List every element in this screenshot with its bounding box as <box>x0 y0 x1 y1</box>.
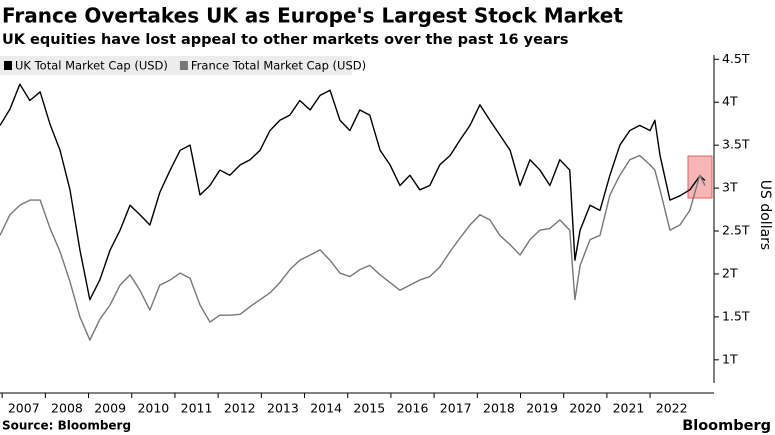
y-tick-label: 4T <box>722 94 738 109</box>
logo: Bloomberg <box>682 418 771 434</box>
y-tick-label: 2.5T <box>722 223 750 238</box>
series-line <box>0 154 706 341</box>
legend-label: UK Total Market Cap (USD) <box>15 59 168 73</box>
x-tick-label: 2017 <box>440 401 472 416</box>
y-tick-label: 3.5T <box>722 137 750 152</box>
x-tick-label: 2015 <box>353 401 385 416</box>
legend-swatch <box>4 61 12 70</box>
y-tick-label: 4.5T <box>722 51 750 66</box>
x-tick-label: 2010 <box>137 401 169 416</box>
legend-background <box>0 56 352 75</box>
x-tick-label: 2020 <box>569 401 601 416</box>
y-tick-label: 3T <box>722 180 738 195</box>
x-tick-label: 2013 <box>267 401 299 416</box>
x-tick-label: 2016 <box>397 401 429 416</box>
legend-swatch <box>179 61 188 70</box>
x-tick-label: 2018 <box>483 401 515 416</box>
legend-label: France Total Market Cap (USD) <box>191 59 366 73</box>
series-line <box>0 83 706 301</box>
x-tick-label: 2014 <box>310 401 342 416</box>
x-tick-label: 2021 <box>613 401 645 416</box>
chart-title: France Overtakes UK as Europe's Largest … <box>2 4 623 28</box>
x-tick-label: 2019 <box>526 401 558 416</box>
y-axis-label: US dollars <box>757 180 773 250</box>
x-tick-label: 2022 <box>656 401 688 416</box>
x-tick-label: 2008 <box>51 401 83 416</box>
chart-subtitle: UK equities have lost appeal to other ma… <box>2 32 569 48</box>
x-tick-label: 2011 <box>181 401 213 416</box>
source: Source: Bloomberg <box>2 419 131 433</box>
x-tick-label: 2009 <box>94 401 126 416</box>
y-tick-label: 2T <box>722 265 738 280</box>
y-tick-label: 1T <box>722 351 738 366</box>
x-tick-label: 2012 <box>224 401 256 416</box>
y-tick-label: 1.5T <box>722 308 750 323</box>
x-tick-label: 2007 <box>8 401 40 416</box>
